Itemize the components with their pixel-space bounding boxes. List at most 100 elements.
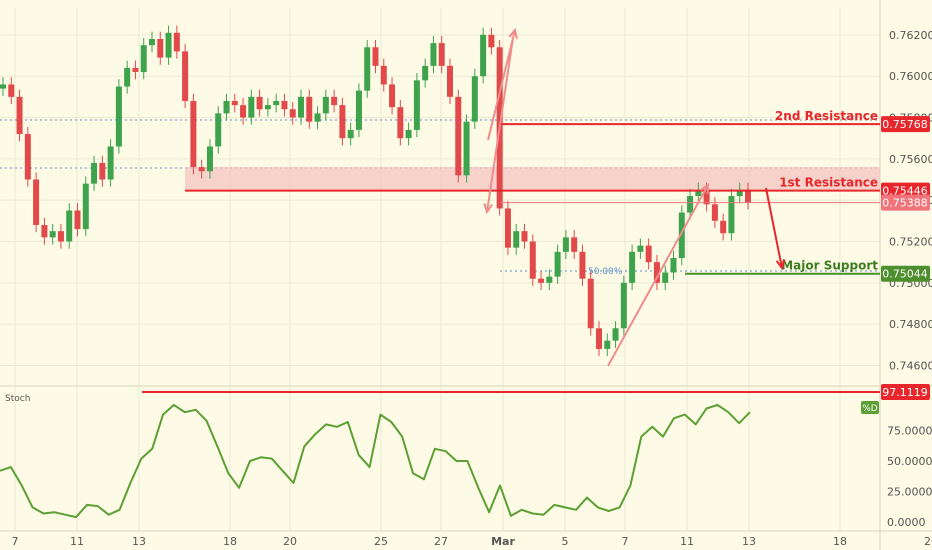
candle-body [728,196,735,234]
candle-body [504,208,511,248]
candle-body [124,67,131,87]
projection-arrow-head [508,27,518,40]
candle-body [132,67,139,73]
level-price-tag [881,265,930,282]
candle-body [82,183,89,230]
candle-body [480,34,487,77]
candle-body [562,237,569,252]
target-arrow-head [775,259,786,271]
candle-body [736,189,743,197]
candle-body [554,251,561,277]
date-tick-label: 27 [434,535,448,548]
candle-body [513,231,520,248]
candle-body [678,212,685,259]
candle-body [447,65,453,97]
date-tick-label: 13 [132,535,146,548]
candle-body [49,231,56,238]
date-tick-label: 11 [70,535,84,548]
level-price-tag-text: 0.75388 [882,197,928,210]
candle-body [99,162,106,180]
date-tick-label: 13 [742,535,756,548]
candle-body [529,241,536,279]
level-price-tag-text: 0.75044 [882,268,928,281]
stoch-tick-label: 50.0000 [887,455,932,468]
candle-body [389,84,396,108]
price-tick-label: 0.74600 [889,359,932,372]
candle-body [157,38,164,58]
level-price-tag [881,116,930,133]
candle-body [538,278,545,283]
candle-body [0,84,6,89]
candle-body [662,272,669,283]
candle-body [215,113,222,147]
candle-body [546,276,553,283]
projection-arrow-head [483,203,493,215]
candle-body [206,146,213,172]
candle-body [413,80,420,130]
target-arrow [765,187,783,269]
fib-label: 50.00% [588,267,623,277]
candle-body [57,231,64,242]
candle-body [91,162,98,184]
candle-body [720,220,727,234]
candle-body [438,43,445,66]
candle-body [347,129,354,139]
candle-body [488,34,495,48]
candle-body [331,96,338,106]
candle-body [596,328,602,349]
date-tick-label: 7 [622,535,629,548]
level-price-tag [881,194,930,211]
date-tick-label: Mar [491,535,515,548]
candle-body [74,210,81,230]
stoch-d-badge-text: %D [862,404,878,414]
candle-body [182,51,189,101]
candle-body [620,282,627,329]
candle-body [24,134,31,180]
level-price-tag-text: 0.75768 [882,118,928,131]
date-tick-label: 5 [562,535,569,548]
candle-body [703,189,710,205]
candle-body [587,278,594,329]
stoch-title: Stoch [5,394,30,404]
candle-body [463,121,470,176]
candle-body [653,262,660,283]
candle-body [645,245,652,263]
projection-arrow-head [700,182,710,195]
candle-body [173,32,180,52]
candle-body [66,210,73,242]
candle-body [455,96,462,176]
candle-body [33,179,40,225]
candle-body [571,237,578,252]
price-tick-label: 0.76000 [889,70,932,83]
candle-body [264,105,271,110]
candle-body [695,189,702,197]
candle-body [397,107,404,139]
candle-body [604,340,611,349]
date-tick-label: 11 [680,535,694,548]
candle-body [612,328,619,341]
candle-body [248,96,255,118]
candle-body [273,100,280,106]
candle-body [289,109,296,118]
candle-body [8,84,15,97]
candle-body [422,65,429,81]
candle-body [521,231,528,242]
candle-body [140,45,147,73]
candle-body [380,65,387,85]
candle-body [198,167,205,172]
stoch-level-tag-text: 97.1119 [882,386,928,399]
candle-body [41,224,48,238]
candle-body [637,245,644,252]
candle-body [364,47,371,91]
level-annotation: 1st Resistance [779,176,878,190]
candle-body [165,32,172,58]
candle-body [298,96,304,118]
resistance-zone [185,167,880,191]
candle-body [314,113,321,122]
candle-body [256,96,263,110]
date-tick-label: 18 [833,535,847,548]
stoch-tick-label: 0.0000 [887,516,926,529]
candle-body [471,76,478,122]
